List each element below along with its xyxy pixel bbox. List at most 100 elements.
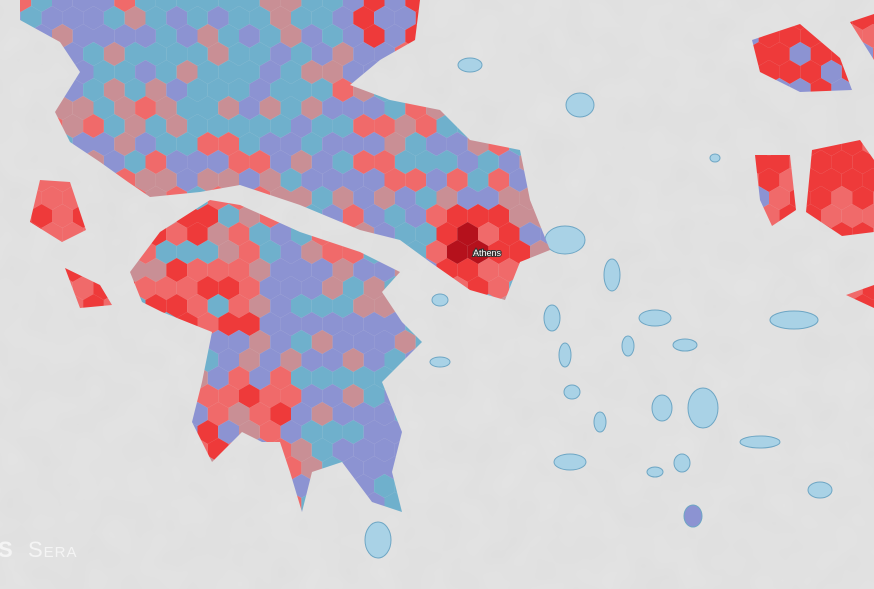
hex-cell — [155, 276, 177, 300]
hex-cell — [197, 204, 219, 228]
hex-cell — [187, 222, 208, 246]
hex-cell — [218, 96, 239, 120]
hex-cell — [207, 78, 229, 102]
hex-cell — [72, 24, 94, 48]
hex-cell — [124, 6, 146, 30]
hex-cell — [342, 276, 364, 300]
hex-cell — [415, 150, 437, 174]
hex-cell — [353, 294, 375, 318]
hex-cell — [509, 204, 530, 228]
hex-cell — [259, 276, 281, 300]
hex-cell — [353, 114, 375, 138]
hex-cell — [291, 474, 312, 498]
watermark-fragment: S — [0, 537, 14, 562]
hex-cell — [20, 0, 32, 12]
hex-cell — [228, 402, 250, 426]
hex-cell — [197, 384, 219, 408]
hex-cell — [124, 78, 146, 102]
hex-cell — [374, 438, 395, 462]
hex-cell — [415, 114, 437, 138]
hex-cell — [103, 114, 125, 138]
hex-cell — [239, 348, 260, 372]
hex-cell — [176, 60, 198, 84]
hex-cell — [93, 60, 115, 84]
hex-cell — [239, 24, 260, 48]
hex-cell — [342, 132, 364, 156]
hex-cell — [176, 276, 198, 300]
hex-cell — [332, 186, 354, 210]
hex-cell — [394, 186, 416, 210]
hex-cell — [800, 60, 821, 84]
hex-cell — [478, 258, 499, 282]
hex-cell — [311, 114, 333, 138]
hex-cell — [270, 402, 291, 426]
hex-cell — [187, 150, 208, 174]
hex-cell — [207, 6, 229, 30]
hex-cell — [280, 60, 302, 84]
hex-cell — [415, 222, 437, 246]
hex-cell — [93, 24, 115, 48]
hex-cell — [228, 78, 250, 102]
hex-cell — [841, 168, 863, 192]
hex-cell — [239, 276, 260, 300]
hex-cell — [384, 0, 406, 12]
hex-cell — [291, 258, 312, 282]
hex-cell — [259, 348, 281, 372]
hex-cell — [301, 96, 323, 120]
hex-cell — [155, 60, 177, 84]
hex-cell — [93, 132, 115, 156]
hex-cell — [374, 474, 395, 498]
hex-cell — [332, 114, 354, 138]
hex-cell — [218, 240, 239, 264]
hex-cell — [488, 240, 510, 264]
hex-cell — [426, 204, 447, 228]
hex-cell — [176, 0, 198, 12]
hex-cell — [363, 384, 385, 408]
hex-cell — [270, 366, 291, 390]
hex-cell — [218, 384, 239, 408]
hex-cell — [488, 276, 510, 300]
hex-cell — [311, 402, 333, 426]
hex-cell — [291, 402, 312, 426]
hex-cell — [135, 132, 156, 156]
hex-cell — [239, 132, 260, 156]
hex-cell — [239, 96, 260, 120]
hex-cell — [135, 24, 156, 48]
hex-cell — [176, 96, 198, 120]
hex-cell — [228, 150, 250, 174]
hex-cell — [332, 294, 354, 318]
hex-cell — [259, 132, 281, 156]
hex-cell — [498, 258, 520, 282]
hex-cell — [311, 150, 333, 174]
hex-cell — [280, 168, 302, 192]
hex-cell — [322, 96, 343, 120]
hex-cell — [301, 240, 323, 264]
hex-cell — [259, 420, 281, 444]
hex-cell — [155, 132, 177, 156]
hex-cell — [322, 0, 343, 12]
hex-cell — [779, 60, 801, 84]
hex-cell — [332, 78, 354, 102]
hex-cell — [488, 204, 510, 228]
hex-cell — [311, 294, 333, 318]
hex-cell — [322, 24, 343, 48]
hex-cell — [124, 42, 146, 66]
hex-cell — [197, 420, 219, 444]
hex-cell — [332, 366, 354, 390]
hex-cell — [166, 222, 188, 246]
hex-cell — [405, 132, 427, 156]
hex-cell — [145, 42, 167, 66]
hex-cell — [342, 24, 364, 48]
hex-cell — [478, 186, 499, 210]
hex-cell — [270, 150, 291, 174]
hex-cell — [218, 24, 239, 48]
hex-cell — [426, 168, 447, 192]
hex-cell — [114, 60, 136, 84]
hex-cell — [197, 276, 219, 300]
hex-cell — [509, 240, 530, 264]
hex-cell — [114, 0, 136, 12]
hex-cell — [821, 60, 842, 84]
hex-cell — [374, 6, 395, 30]
hex-cell — [207, 258, 229, 282]
